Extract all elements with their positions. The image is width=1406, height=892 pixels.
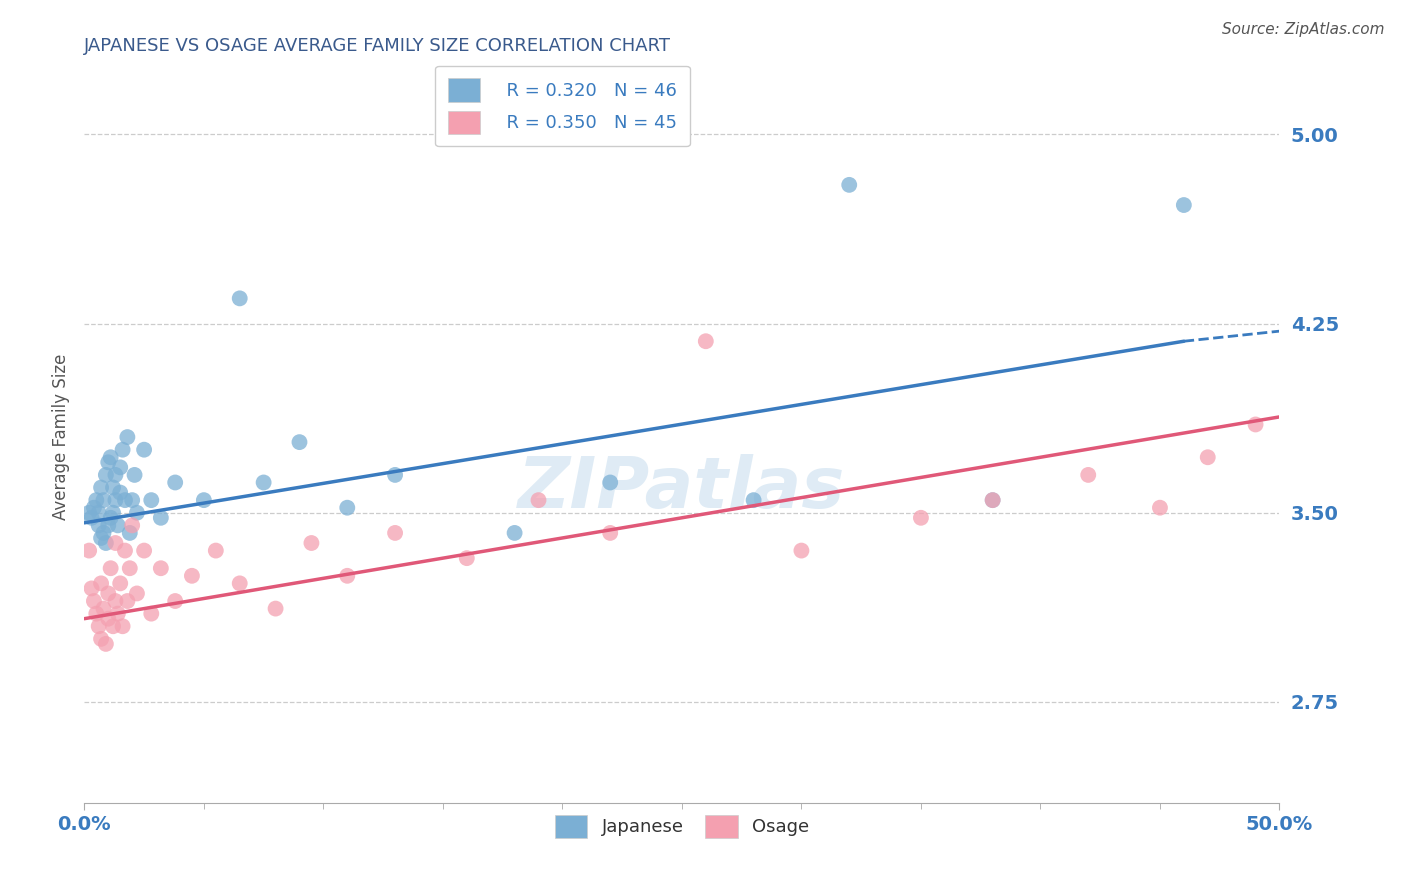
- Point: [264, 601, 287, 615]
- Point: [125, 586, 148, 600]
- Point: [80, 510, 103, 524]
- Point: [97, 612, 120, 626]
- Point: [107, 607, 129, 621]
- Point: [527, 493, 550, 508]
- Point: [86, 607, 108, 621]
- Point: [80, 582, 103, 596]
- Point: [114, 543, 136, 558]
- Point: [93, 601, 115, 615]
- Point: [104, 536, 127, 550]
- Text: ZIPatlas: ZIPatlas: [519, 454, 845, 523]
- Point: [94, 637, 117, 651]
- Point: [97, 455, 120, 469]
- Point: [336, 569, 359, 583]
- Point: [97, 586, 120, 600]
- Point: [253, 475, 276, 490]
- Point: [90, 632, 112, 646]
- Point: [90, 531, 112, 545]
- Point: [1149, 500, 1171, 515]
- Point: [77, 543, 100, 558]
- Point: [205, 543, 228, 558]
- Point: [1197, 450, 1219, 465]
- Point: [193, 493, 215, 508]
- Point: [77, 506, 100, 520]
- Text: Source: ZipAtlas.com: Source: ZipAtlas.com: [1222, 22, 1385, 37]
- Point: [1077, 467, 1099, 482]
- Point: [110, 485, 132, 500]
- Point: [288, 435, 311, 450]
- Point: [110, 576, 132, 591]
- Point: [118, 525, 141, 540]
- Point: [94, 467, 117, 482]
- Point: [93, 525, 115, 540]
- Point: [86, 493, 108, 508]
- Point: [111, 619, 134, 633]
- Point: [83, 500, 105, 515]
- Point: [125, 506, 148, 520]
- Point: [141, 607, 163, 621]
- Point: [695, 334, 717, 349]
- Point: [165, 594, 187, 608]
- Point: [981, 493, 1004, 508]
- Point: [132, 442, 156, 457]
- Point: [1244, 417, 1267, 432]
- Point: [503, 525, 526, 540]
- Point: [336, 500, 359, 515]
- Point: [599, 525, 621, 540]
- Point: [101, 619, 124, 633]
- Point: [117, 594, 139, 608]
- Point: [90, 576, 112, 591]
- Point: [90, 481, 112, 495]
- Text: JAPANESE VS OSAGE AVERAGE FAMILY SIZE CORRELATION CHART: JAPANESE VS OSAGE AVERAGE FAMILY SIZE CO…: [84, 37, 671, 54]
- Point: [100, 561, 122, 575]
- Point: [229, 291, 252, 305]
- Point: [981, 493, 1004, 508]
- Point: [104, 467, 127, 482]
- Point: [87, 518, 110, 533]
- Point: [384, 525, 406, 540]
- Point: [118, 561, 141, 575]
- Point: [384, 467, 406, 482]
- Point: [838, 178, 860, 192]
- Point: [114, 493, 136, 508]
- Point: [742, 493, 765, 508]
- Y-axis label: Average Family Size: Average Family Size: [52, 354, 70, 520]
- Point: [87, 619, 110, 633]
- Point: [87, 506, 110, 520]
- Point: [132, 543, 156, 558]
- Point: [100, 450, 122, 465]
- Point: [165, 475, 187, 490]
- Point: [229, 576, 252, 591]
- Point: [93, 493, 115, 508]
- Point: [100, 510, 122, 524]
- Point: [790, 543, 813, 558]
- Point: [149, 561, 172, 575]
- Point: [104, 594, 127, 608]
- Point: [101, 481, 124, 495]
- Point: [83, 594, 105, 608]
- Point: [117, 430, 139, 444]
- Point: [101, 506, 124, 520]
- Point: [107, 518, 129, 533]
- Point: [104, 493, 127, 508]
- Point: [1173, 198, 1195, 212]
- Point: [301, 536, 323, 550]
- Point: [121, 518, 143, 533]
- Point: [124, 467, 146, 482]
- Point: [121, 493, 143, 508]
- Point: [181, 569, 204, 583]
- Point: [599, 475, 621, 490]
- Legend: Japanese, Osage: Japanese, Osage: [547, 807, 817, 845]
- Point: [110, 460, 132, 475]
- Point: [97, 518, 120, 533]
- Point: [456, 551, 478, 566]
- Point: [149, 510, 172, 524]
- Point: [910, 510, 932, 524]
- Point: [141, 493, 163, 508]
- Point: [111, 442, 134, 457]
- Point: [94, 536, 117, 550]
